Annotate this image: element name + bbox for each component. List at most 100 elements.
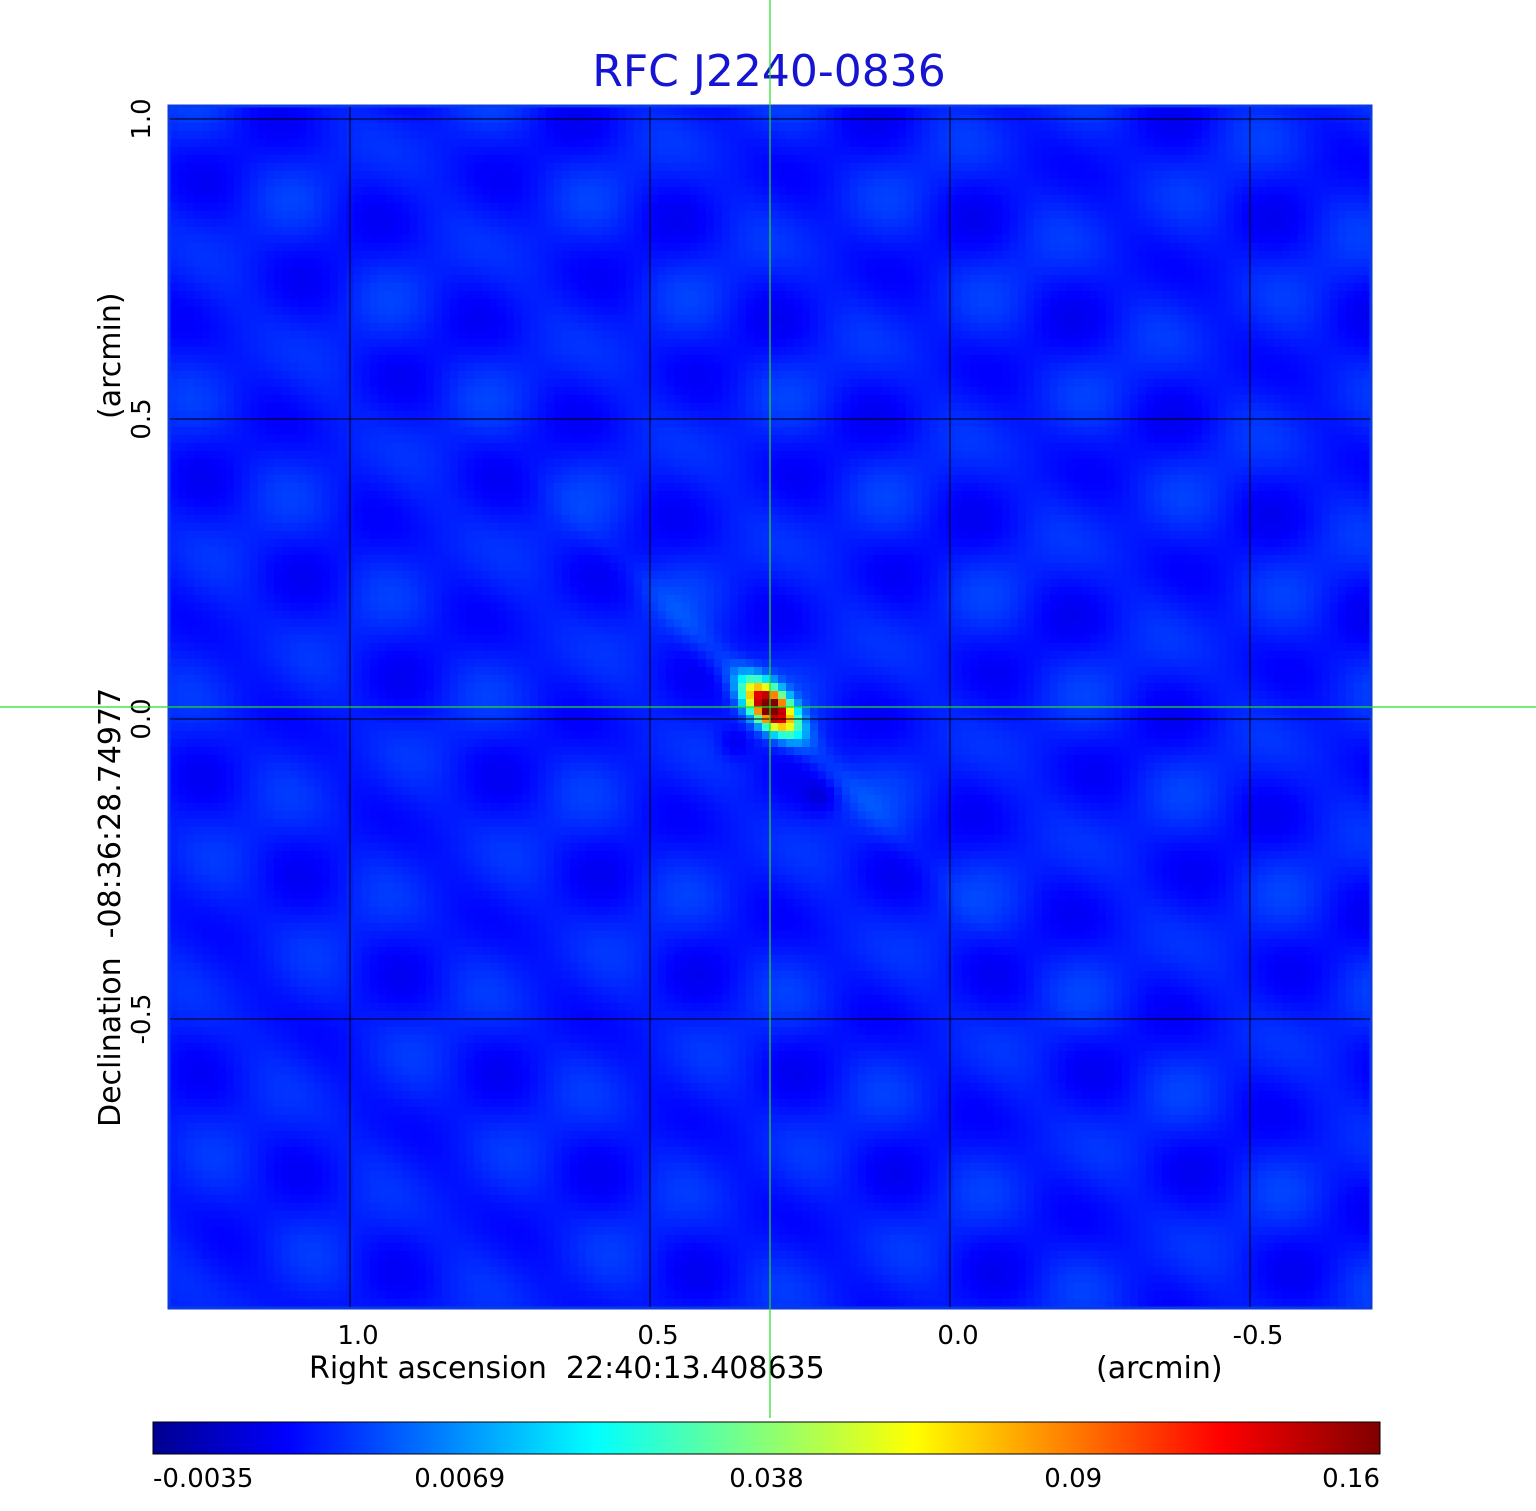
heatmap-cell — [1258, 187, 1266, 195]
heatmap-cell — [522, 147, 530, 155]
heatmap-cell — [1050, 139, 1058, 147]
heatmap-cell — [1146, 323, 1154, 331]
heatmap-cell — [314, 107, 322, 115]
heatmap-cell — [1218, 179, 1226, 187]
heatmap-cell — [970, 243, 978, 251]
heatmap-cell — [1194, 155, 1202, 163]
heatmap-cell — [1178, 179, 1186, 187]
heatmap-cell — [1154, 131, 1162, 139]
heatmap-cell — [554, 219, 562, 227]
heatmap-cell — [738, 131, 746, 139]
heatmap-cell — [1226, 315, 1234, 323]
heatmap-cell — [1282, 107, 1290, 115]
heatmap-cell — [498, 131, 506, 139]
heatmap-cell — [226, 251, 234, 259]
heatmap-cell — [170, 179, 178, 187]
heatmap-cell — [666, 235, 674, 243]
heatmap-cell — [826, 251, 834, 259]
heatmap-cell — [170, 123, 178, 131]
heatmap-cell — [554, 131, 562, 139]
heatmap-cell — [538, 315, 546, 323]
heatmap-cell — [314, 267, 322, 275]
heatmap-cell — [1218, 291, 1226, 299]
heatmap-cell — [898, 275, 906, 283]
heatmap-cell — [594, 131, 602, 139]
heatmap-cell — [1306, 291, 1314, 299]
heatmap-cell — [650, 235, 658, 243]
heatmap-cell — [586, 323, 594, 331]
heatmap-cell — [778, 331, 786, 339]
heatmap-cell — [1226, 323, 1234, 331]
heatmap-cell — [1018, 139, 1026, 147]
heatmap-cell — [418, 307, 426, 315]
heatmap-cell — [1114, 123, 1122, 131]
heatmap-cell — [1354, 195, 1362, 203]
heatmap-cell — [274, 323, 282, 331]
heatmap-cell — [1362, 147, 1370, 155]
heatmap-cell — [1282, 211, 1290, 219]
heatmap-cell — [858, 323, 866, 331]
heatmap-cell — [1266, 323, 1274, 331]
heatmap-cell — [698, 155, 706, 163]
heatmap-cell — [1146, 123, 1154, 131]
heatmap-cell — [1002, 171, 1010, 179]
heatmap-cell — [266, 131, 274, 139]
heatmap-cell — [834, 179, 842, 187]
heatmap-cell — [1122, 219, 1130, 227]
heatmap-cell — [562, 187, 570, 195]
heatmap-cell — [738, 147, 746, 155]
heatmap-cell — [394, 299, 402, 307]
heatmap-cell — [210, 339, 218, 347]
heatmap-cell — [754, 107, 762, 115]
heatmap-cell — [738, 235, 746, 243]
heatmap-cell — [1146, 163, 1154, 171]
heatmap-cell — [842, 139, 850, 147]
heatmap-cell — [1178, 291, 1186, 299]
heatmap-cell — [666, 227, 674, 235]
heatmap-cell — [1314, 331, 1322, 339]
heatmap-cell — [770, 147, 778, 155]
heatmap-cell — [178, 139, 186, 147]
heatmap-cell — [562, 323, 570, 331]
heatmap-cell — [962, 187, 970, 195]
heatmap-cell — [1058, 323, 1066, 331]
heatmap-cell — [834, 291, 842, 299]
heatmap-cell — [1338, 163, 1346, 171]
heatmap-cell — [770, 251, 778, 259]
heatmap-cell — [378, 179, 386, 187]
heatmap-cell — [562, 259, 570, 267]
heatmap-cell — [666, 323, 674, 331]
heatmap-cell — [226, 195, 234, 203]
heatmap-cell — [266, 259, 274, 267]
heatmap-cell — [826, 267, 834, 275]
heatmap-cell — [834, 195, 842, 203]
heatmap-cell — [258, 299, 266, 307]
heatmap-cell — [1002, 211, 1010, 219]
heatmap-cell — [914, 299, 922, 307]
heatmap-cell — [778, 203, 786, 211]
heatmap-cell — [362, 139, 370, 147]
heatmap-cell — [1162, 131, 1170, 139]
heatmap-cell — [450, 243, 458, 251]
heatmap-cell — [282, 155, 290, 163]
heatmap-cell — [954, 323, 962, 331]
heatmap-cell — [730, 275, 738, 283]
heatmap-cell — [882, 163, 890, 171]
heatmap-cell — [514, 243, 522, 251]
heatmap-cell — [354, 291, 362, 299]
heatmap-cell — [586, 259, 594, 267]
heatmap-cell — [690, 139, 698, 147]
heatmap-cell — [1114, 139, 1122, 147]
heatmap-cell — [562, 235, 570, 243]
heatmap-cell — [730, 203, 738, 211]
heatmap-cell — [258, 171, 266, 179]
heatmap-cell — [1354, 163, 1362, 171]
heatmap-cell — [954, 187, 962, 195]
heatmap-cell — [242, 139, 250, 147]
heatmap-cell — [394, 203, 402, 211]
heatmap-cell — [1330, 155, 1338, 163]
heatmap-cell — [554, 243, 562, 251]
heatmap-cell — [458, 267, 466, 275]
heatmap-cell — [362, 227, 370, 235]
heatmap-cell — [794, 155, 802, 163]
